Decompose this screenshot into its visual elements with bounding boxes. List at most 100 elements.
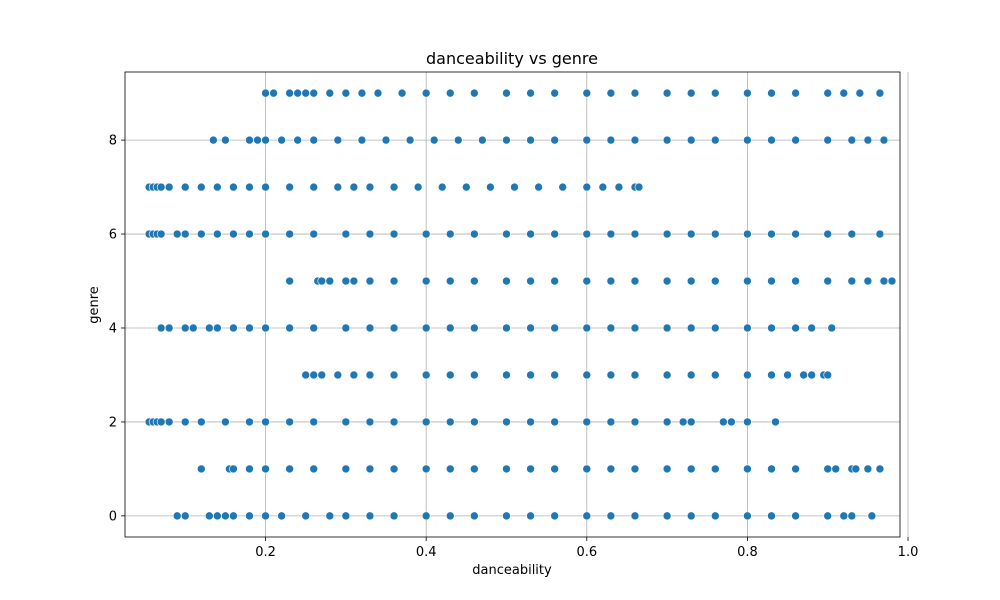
x-tick-label: 1.0 [898, 545, 919, 560]
data-point [261, 135, 270, 145]
data-point [678, 417, 688, 427]
data-point [550, 464, 559, 474]
data-point [606, 511, 616, 521]
data-point [470, 464, 479, 474]
y-axis-label: genre [87, 286, 102, 324]
data-point [421, 88, 431, 98]
data-point [550, 229, 559, 239]
data-point [582, 323, 592, 333]
data-point [686, 370, 696, 380]
data-point [502, 135, 511, 145]
data-point [301, 88, 310, 98]
data-point [582, 276, 592, 286]
y-tick-label: 2 [109, 415, 117, 430]
data-point [743, 511, 752, 521]
data-point [341, 229, 351, 239]
data-point [614, 182, 624, 192]
data-point [526, 135, 535, 145]
data-point [534, 182, 543, 192]
data-point [710, 323, 720, 333]
data-point [863, 464, 873, 474]
data-point [526, 511, 535, 521]
data-point [373, 88, 383, 98]
data-point [791, 88, 800, 98]
data-point [229, 182, 238, 192]
data-point [245, 182, 254, 192]
data-point [582, 417, 592, 427]
data-point [269, 88, 278, 98]
data-point [526, 323, 535, 333]
data-point [389, 323, 399, 333]
data-point [229, 323, 238, 333]
data-point [630, 323, 640, 333]
data-point [502, 464, 511, 474]
data-point [397, 88, 407, 98]
data-point [582, 464, 592, 474]
data-point [341, 417, 351, 427]
data-point [550, 135, 559, 145]
data-point [429, 135, 439, 145]
data-point [550, 323, 559, 333]
data-point [863, 276, 873, 286]
data-point [875, 464, 885, 474]
data-point [630, 370, 640, 380]
data-point [839, 511, 849, 521]
data-point [807, 323, 816, 333]
data-point [767, 511, 776, 521]
data-point [188, 323, 198, 333]
data-point [662, 88, 672, 98]
data-point [261, 182, 270, 192]
data-point [582, 88, 592, 98]
data-point [261, 229, 270, 239]
data-point [293, 88, 302, 98]
data-point [381, 135, 391, 145]
data-point [719, 417, 728, 427]
data-point [630, 464, 640, 474]
data-point [445, 417, 455, 427]
data-point [229, 464, 238, 474]
data-point [333, 370, 343, 380]
data-point [550, 417, 559, 427]
data-point [710, 135, 720, 145]
data-point [221, 417, 230, 427]
data-point [180, 323, 190, 333]
data-point [743, 417, 752, 427]
data-point [526, 88, 535, 98]
data-point [421, 417, 431, 427]
data-point [630, 511, 640, 521]
data-point [349, 182, 359, 192]
data-point [301, 511, 310, 521]
data-point [470, 370, 479, 380]
data-point [630, 229, 640, 239]
data-point [743, 276, 752, 286]
data-point [662, 229, 672, 239]
data-point [470, 323, 479, 333]
data-point [285, 464, 294, 474]
x-axis-label: danceability [472, 563, 552, 578]
data-point [606, 323, 616, 333]
data-point [799, 370, 808, 380]
data-point [205, 323, 214, 333]
data-point [196, 464, 206, 474]
data-point [462, 182, 471, 192]
data-point [421, 323, 431, 333]
data-point [445, 276, 455, 286]
data-point [421, 511, 431, 521]
data-point [245, 229, 254, 239]
data-point [365, 182, 375, 192]
data-point [847, 229, 857, 239]
data-point [164, 417, 174, 427]
data-point [767, 323, 776, 333]
data-point [686, 88, 696, 98]
data-point [445, 511, 455, 521]
y-tick-label: 0 [109, 509, 117, 524]
data-point [437, 182, 447, 192]
data-point [470, 511, 479, 521]
data-point [502, 229, 511, 239]
data-point [405, 135, 415, 145]
data-point [630, 135, 640, 145]
data-point [686, 276, 696, 286]
x-tick-label: 0.4 [416, 545, 437, 560]
data-point [285, 182, 294, 192]
data-point [526, 464, 535, 474]
